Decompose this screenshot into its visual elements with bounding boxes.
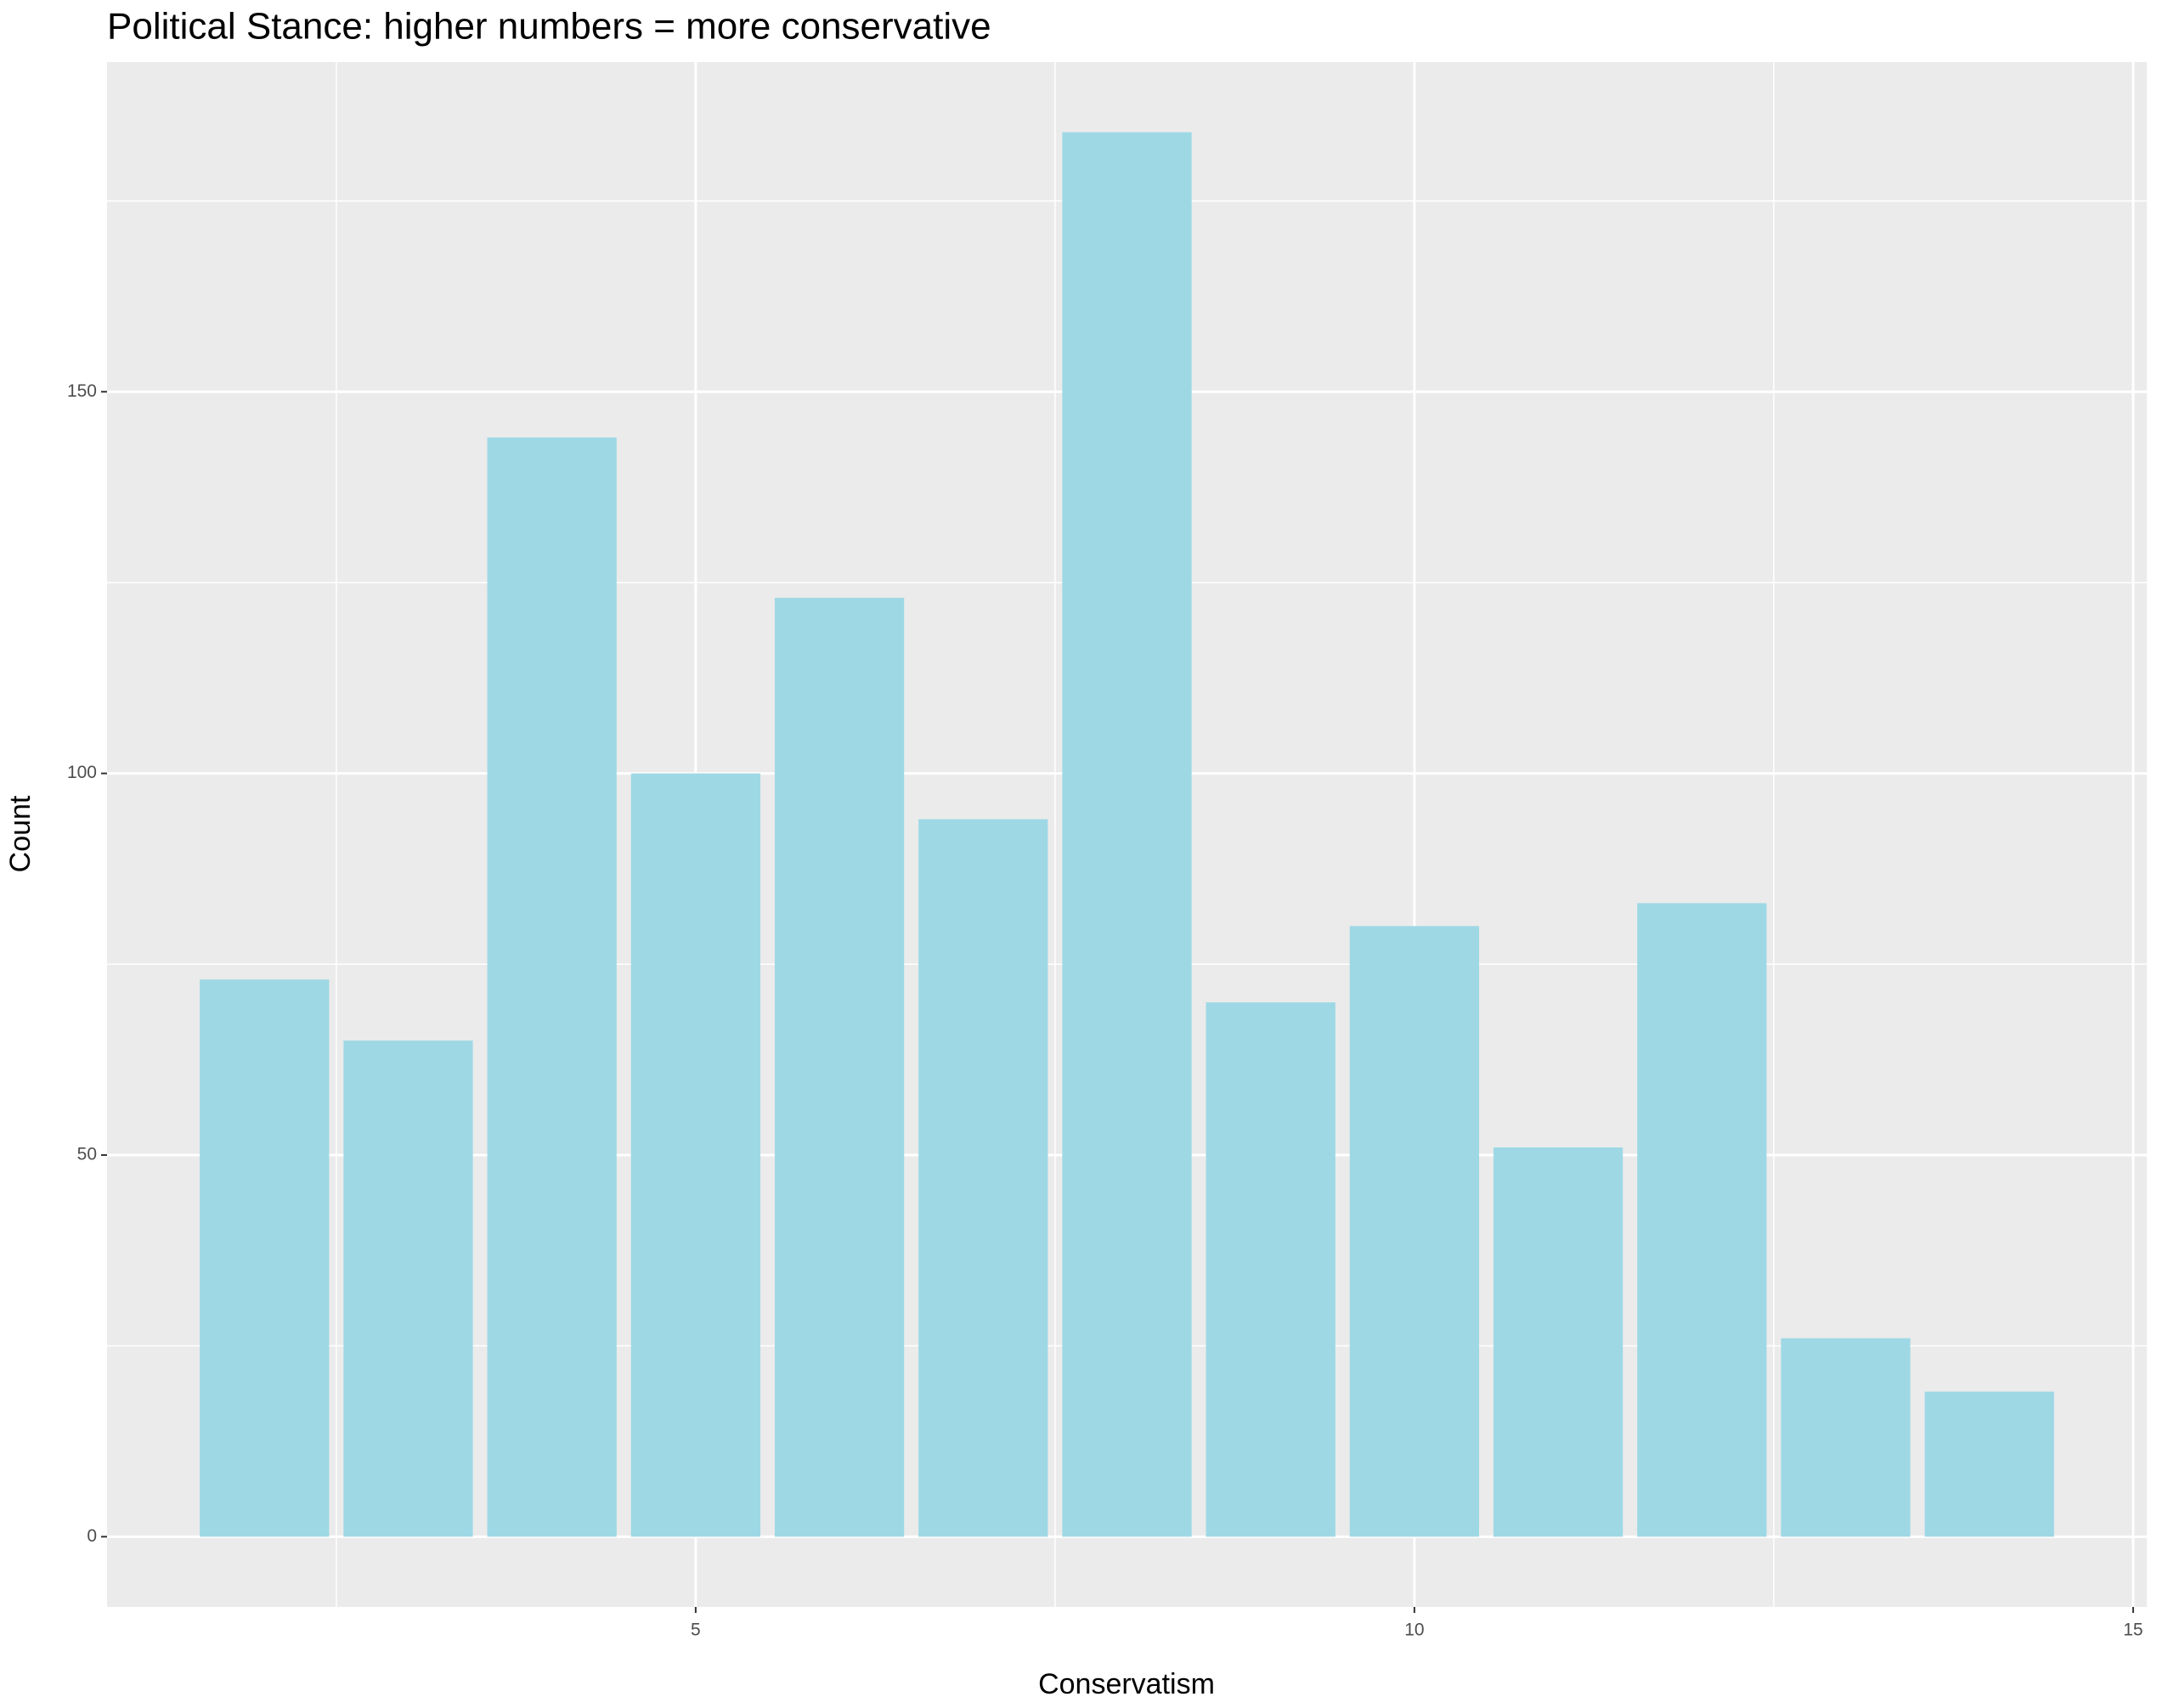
bar <box>343 1040 473 1537</box>
y-tick-label: 0 <box>87 1526 97 1546</box>
chart-title: Political Stance: higher numbers = more … <box>107 6 991 48</box>
bar <box>200 979 330 1537</box>
x-axis-title: Conservatism <box>1038 1668 1215 1700</box>
bar <box>487 437 617 1537</box>
x-tick-label: 15 <box>2123 1621 2143 1640</box>
y-tick-label: 50 <box>77 1145 97 1164</box>
bar <box>1349 926 1480 1537</box>
bar <box>630 773 761 1537</box>
bar <box>1781 1338 1911 1537</box>
bar <box>1062 132 1192 1537</box>
bar <box>1493 1147 1623 1537</box>
bar <box>1206 1002 1335 1537</box>
y-tick-label: 150 <box>67 381 97 401</box>
bar <box>1637 903 1767 1537</box>
bar <box>918 819 1048 1537</box>
y-tick-label: 100 <box>67 763 97 782</box>
y-axis-title: Count <box>4 795 37 872</box>
x-tick-label: 5 <box>691 1621 701 1640</box>
bar <box>774 597 905 1537</box>
bars <box>200 132 2054 1537</box>
x-tick-label: 10 <box>1404 1621 1424 1640</box>
bar <box>1924 1391 2054 1537</box>
